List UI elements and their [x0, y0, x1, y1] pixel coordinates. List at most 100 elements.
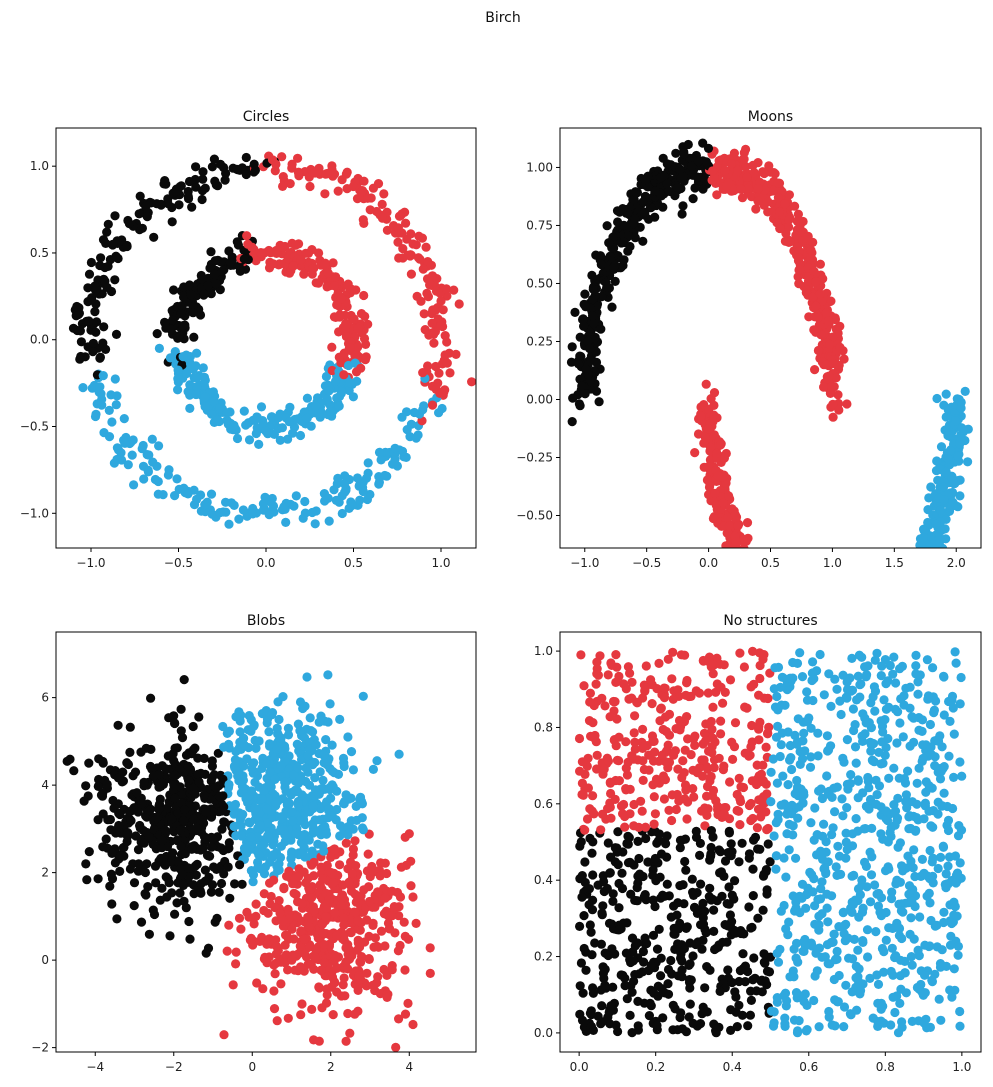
data-point-blue	[222, 415, 232, 425]
data-point-black	[191, 162, 201, 172]
data-point-blue	[941, 869, 951, 879]
data-point-black	[157, 778, 167, 788]
data-point-blue	[321, 371, 331, 382]
data-point-blue	[257, 794, 267, 804]
data-point-blue	[249, 758, 259, 768]
data-point-red	[736, 563, 745, 572]
data-point-black	[110, 275, 120, 285]
data-point-black	[192, 823, 202, 834]
data-point-black	[152, 329, 162, 339]
data-point-blue	[185, 359, 196, 369]
data-point-blue	[909, 592, 918, 601]
data-point-red	[278, 916, 288, 926]
data-point-black	[190, 743, 200, 753]
data-point-black	[95, 260, 105, 271]
data-point-red	[364, 882, 374, 892]
data-point-blue	[853, 776, 863, 786]
data-point-blue	[777, 637, 786, 646]
data-point-blue	[955, 699, 965, 709]
data-point-black	[673, 945, 684, 955]
data-point-blue	[326, 793, 336, 803]
data-point-black	[170, 793, 180, 804]
data-point-blue	[754, 578, 763, 587]
data-point-red	[341, 1036, 351, 1046]
y-tick-label: 1.00	[526, 160, 553, 174]
data-point-blue	[352, 473, 363, 483]
data-point-red	[774, 207, 785, 217]
data-point-black	[685, 983, 695, 993]
data-point-blue	[890, 1007, 900, 1018]
data-point-red	[694, 688, 705, 698]
data-point-blue	[192, 382, 202, 392]
data-point-black	[687, 874, 697, 884]
data-point-black	[187, 844, 197, 854]
data-point-black	[146, 693, 156, 703]
data-point-blue	[144, 450, 154, 460]
data-point-blue	[868, 613, 877, 622]
data-point-blue	[853, 671, 863, 681]
data-point-blue	[402, 425, 412, 435]
data-point-black	[164, 878, 174, 888]
data-point-red	[809, 266, 819, 276]
data-point-red	[299, 934, 310, 944]
data-point-blue	[916, 558, 925, 567]
data-point-blue	[257, 864, 267, 874]
data-point-black	[110, 211, 120, 221]
data-point-blue	[831, 622, 840, 631]
data-point-blue	[818, 623, 827, 632]
data-point-blue	[905, 575, 914, 584]
data-point-red	[287, 159, 297, 169]
data-point-red	[339, 973, 349, 983]
data-point-red	[357, 952, 367, 962]
data-point-black	[750, 973, 760, 983]
data-point-red	[427, 271, 438, 281]
data-point-red	[403, 998, 413, 1009]
data-point-blue	[893, 593, 902, 602]
data-point-black	[175, 825, 186, 835]
data-point-black	[188, 814, 198, 824]
data-point-red	[748, 571, 757, 580]
y-tick-label: 4	[41, 778, 49, 792]
data-point-blue	[348, 392, 358, 402]
data-point-black	[710, 944, 720, 955]
data-point-blue	[273, 413, 283, 423]
data-point-red	[591, 679, 601, 689]
data-point-red	[370, 933, 380, 943]
data-point-black	[107, 848, 117, 859]
data-point-blue	[876, 829, 886, 839]
data-point-blue	[818, 616, 827, 625]
data-point-red	[741, 144, 751, 154]
data-point-red	[270, 969, 280, 979]
data-point-red	[277, 242, 288, 252]
data-point-blue	[776, 592, 785, 601]
data-point-blue	[831, 635, 840, 644]
data-point-blue	[857, 607, 866, 616]
data-point-black	[81, 781, 91, 791]
data-point-red	[418, 264, 428, 274]
data-point-red	[667, 674, 677, 684]
y-tick-label: −1.0	[20, 506, 49, 520]
data-point-black	[223, 862, 233, 872]
data-point-blue	[345, 378, 355, 388]
data-point-red	[272, 1016, 282, 1026]
data-point-black	[232, 164, 242, 174]
data-point-blue	[928, 853, 938, 863]
data-point-black	[180, 849, 190, 859]
data-point-red	[706, 443, 716, 453]
data-point-black	[698, 138, 708, 148]
data-point-red	[392, 887, 403, 898]
scatter-points	[574, 646, 967, 1038]
data-point-blue	[807, 639, 816, 648]
y-tick-label: 0.00	[526, 392, 553, 406]
data-point-red	[299, 269, 309, 279]
data-point-red	[279, 884, 289, 894]
data-point-blue	[858, 936, 868, 946]
data-point-blue	[888, 575, 897, 584]
data-point-black	[746, 923, 756, 933]
data-point-red	[707, 166, 718, 176]
data-point-red	[293, 153, 303, 163]
data-point-blue	[331, 815, 341, 825]
data-point-blue	[390, 454, 400, 464]
data-point-red	[276, 979, 286, 989]
data-point-blue	[798, 600, 807, 609]
